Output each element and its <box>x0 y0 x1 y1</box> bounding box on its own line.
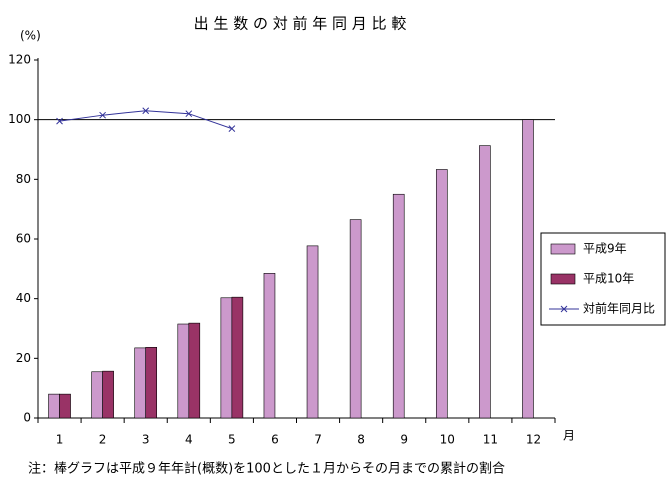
bar <box>392 193 405 419</box>
legend-label: 平成10年 <box>583 272 634 286</box>
y-tick-label: 100 <box>8 112 31 126</box>
legend-swatch <box>550 243 576 255</box>
x-tick-label: 12 <box>526 433 541 447</box>
bar <box>435 169 448 419</box>
bar <box>306 245 319 419</box>
y-tick-label: 80 <box>16 172 31 186</box>
x-tick-label: 8 <box>357 433 365 447</box>
bar <box>231 296 244 419</box>
bar <box>188 322 201 419</box>
bar <box>479 145 491 419</box>
x-tick-label: 4 <box>185 433 193 447</box>
x-tick-label: 7 <box>314 433 322 447</box>
bar <box>134 347 147 419</box>
bar <box>59 393 71 419</box>
bar <box>522 119 534 419</box>
x-tick-label: 5 <box>228 433 236 447</box>
bar <box>263 273 276 419</box>
x-tick-label: 3 <box>142 433 150 447</box>
legend-swatch <box>550 273 576 285</box>
y-tick-label: 40 <box>16 291 31 305</box>
bar <box>177 323 190 419</box>
bar <box>145 346 158 419</box>
legend-label: 対前年同月比 <box>583 301 655 316</box>
bar <box>91 371 103 419</box>
x-tick-label: 11 <box>483 433 498 447</box>
bar <box>349 219 362 419</box>
legend-label: 平成9年 <box>583 242 627 256</box>
x-tick-label: 6 <box>271 433 279 447</box>
line-marker <box>99 111 106 119</box>
x-tick-label: 1 <box>56 433 64 447</box>
y-tick-label: 0 <box>23 411 31 425</box>
x-tick-label: 2 <box>99 433 107 447</box>
bar <box>220 297 233 419</box>
x-tick-label: 9 <box>400 433 408 447</box>
bar <box>48 393 60 419</box>
line-marker <box>142 107 150 115</box>
y-tick-label: 20 <box>16 351 31 365</box>
y-tick-label: 120 <box>8 53 31 67</box>
line-marker <box>185 110 193 118</box>
bar <box>102 370 114 419</box>
chart-title: 出 生 数 の 対 前 年 同 月 比 較 <box>194 15 407 33</box>
line-marker <box>56 117 63 125</box>
x-axis-label: 月 <box>563 429 575 443</box>
y-tick-label: 60 <box>16 232 31 246</box>
legend-swatch <box>560 305 568 313</box>
line-marker <box>228 125 236 132</box>
y-axis-label: (%) <box>20 29 41 43</box>
footnote: 注：棒グラフは平成９年年計(概数)を100とした１月からその月までの累計の割合 <box>28 461 505 477</box>
x-tick-label: 10 <box>440 433 455 447</box>
